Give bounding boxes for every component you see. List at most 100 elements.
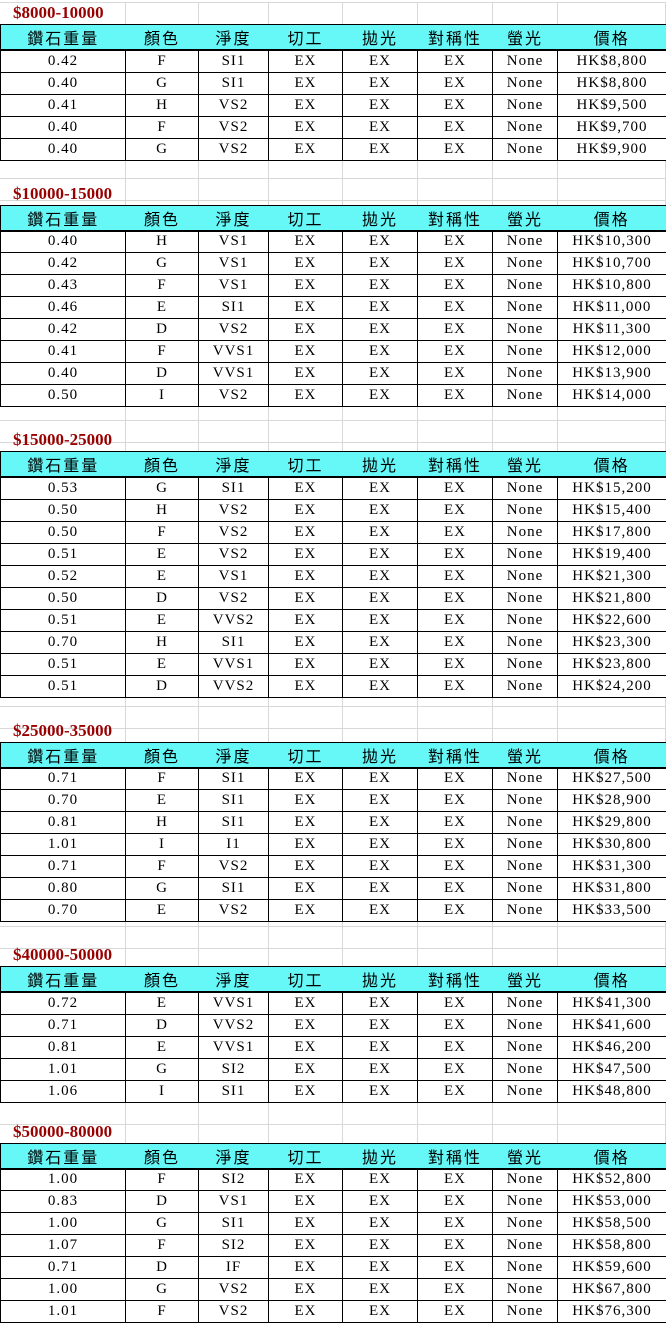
data-cell: 1.01 xyxy=(1,1058,126,1080)
data-cell: HK$28,900 xyxy=(558,790,666,812)
data-cell: HK$29,800 xyxy=(558,812,666,834)
data-cell: EX xyxy=(418,1080,493,1102)
data-cell: 0.51 xyxy=(1,675,126,697)
header-row: 鑽石重量顏色淨度切工拋光對稱性螢光價格 xyxy=(1,967,666,993)
data-cell: EX xyxy=(269,878,343,900)
data-cell: EX xyxy=(269,521,343,543)
data-cell: None xyxy=(493,138,558,160)
column-header: 淨度 xyxy=(199,25,269,51)
data-cell: EX xyxy=(418,565,493,587)
data-cell: VS1 xyxy=(199,231,269,253)
data-cell: None xyxy=(493,319,558,341)
data-cell: HK$59,600 xyxy=(558,1257,666,1279)
data-cell: SI2 xyxy=(199,1169,269,1191)
column-header: 顏色 xyxy=(126,25,199,51)
data-cell: EX xyxy=(343,543,418,565)
column-header: 對稱性 xyxy=(418,1143,493,1169)
data-cell: VS1 xyxy=(199,1191,269,1213)
data-cell: E xyxy=(126,790,199,812)
data-cell: None xyxy=(493,1191,558,1213)
data-cell: EX xyxy=(269,319,343,341)
data-cell: EX xyxy=(343,363,418,385)
data-cell: EX xyxy=(418,116,493,138)
data-cell: EX xyxy=(418,675,493,697)
data-cell: EX xyxy=(418,50,493,72)
data-cell: None xyxy=(493,297,558,319)
column-header: 螢光 xyxy=(493,25,558,51)
data-cell: HK$22,600 xyxy=(558,609,666,631)
data-cell: None xyxy=(493,790,558,812)
data-cell: 0.70 xyxy=(1,900,126,922)
data-cell: D xyxy=(126,1191,199,1213)
data-cell: HK$53,000 xyxy=(558,1191,666,1213)
data-cell: None xyxy=(493,812,558,834)
data-cell: EX xyxy=(343,72,418,94)
data-cell: 0.71 xyxy=(1,1257,126,1279)
data-cell: EX xyxy=(418,72,493,94)
data-cell: EX xyxy=(343,116,418,138)
data-cell: SI1 xyxy=(199,297,269,319)
data-cell: 1.07 xyxy=(1,1235,126,1257)
column-header: 切工 xyxy=(269,205,343,231)
data-cell: EX xyxy=(418,587,493,609)
column-header: 對稱性 xyxy=(418,967,493,993)
data-cell: HK$30,800 xyxy=(558,834,666,856)
data-cell: None xyxy=(493,341,558,363)
data-cell: HK$15,200 xyxy=(558,477,666,499)
data-cell: D xyxy=(126,675,199,697)
data-cell: None xyxy=(493,834,558,856)
data-cell: H xyxy=(126,631,199,653)
data-cell: EX xyxy=(269,231,343,253)
data-cell: 1.01 xyxy=(1,834,126,856)
column-header: 顏色 xyxy=(126,742,199,768)
data-cell: F xyxy=(126,768,199,790)
data-cell: D xyxy=(126,363,199,385)
data-cell: EX xyxy=(343,385,418,407)
data-cell: VS2 xyxy=(199,319,269,341)
data-cell: EX xyxy=(418,992,493,1014)
data-cell: None xyxy=(493,94,558,116)
data-cell: EX xyxy=(418,1058,493,1080)
data-cell: EX xyxy=(269,900,343,922)
data-cell: H xyxy=(126,231,199,253)
data-cell: None xyxy=(493,1014,558,1036)
data-cell: HK$10,700 xyxy=(558,253,666,275)
data-cell: None xyxy=(493,231,558,253)
data-cell: VS2 xyxy=(199,543,269,565)
data-cell: VVS1 xyxy=(199,1036,269,1058)
data-cell: EX xyxy=(269,72,343,94)
data-cell: 0.50 xyxy=(1,385,126,407)
data-cell: EX xyxy=(418,385,493,407)
data-cell: E xyxy=(126,992,199,1014)
data-cell: EX xyxy=(343,1213,418,1235)
column-header: 拋光 xyxy=(343,25,418,51)
data-cell: EX xyxy=(418,790,493,812)
data-cell: HK$14,000 xyxy=(558,385,666,407)
section-title: $50000-80000 xyxy=(0,1121,666,1143)
data-cell: VVS1 xyxy=(199,363,269,385)
data-cell: HK$12,000 xyxy=(558,341,666,363)
data-cell: HK$8,800 xyxy=(558,50,666,72)
column-header: 價格 xyxy=(558,742,666,768)
data-cell: EX xyxy=(418,341,493,363)
data-cell: I1 xyxy=(199,834,269,856)
data-cell: F xyxy=(126,521,199,543)
column-header: 鑽石重量 xyxy=(1,205,126,231)
data-cell: EX xyxy=(418,231,493,253)
data-cell: None xyxy=(493,1036,558,1058)
header-row: 鑽石重量顏色淨度切工拋光對稱性螢光價格 xyxy=(1,742,666,768)
data-cell: EX xyxy=(343,1036,418,1058)
data-cell: VS2 xyxy=(199,385,269,407)
data-cell: IF xyxy=(199,1257,269,1279)
data-cell: EX xyxy=(269,499,343,521)
data-cell: 1.06 xyxy=(1,1080,126,1102)
